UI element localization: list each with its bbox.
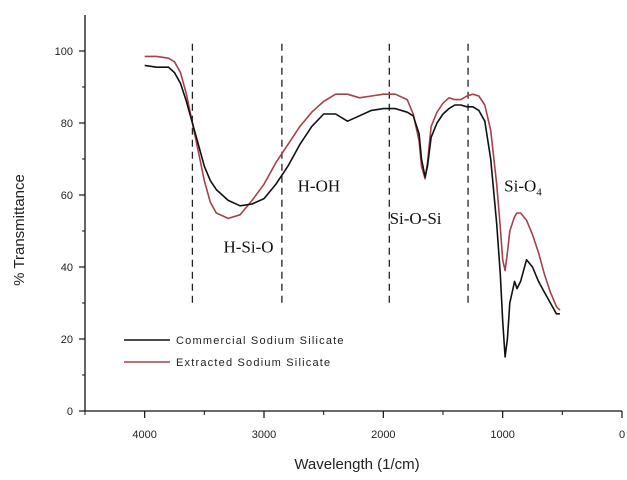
y-tick-label: 20 (61, 334, 73, 346)
legend-group: Commercial Sodium Silicate Extracted Sodi… (124, 335, 345, 369)
peak-annotation: H-Si-O (223, 238, 273, 257)
annotations-group: H-Si-O H-OH Si-O-Si Si-O4 (223, 176, 542, 256)
axes-group: 0 20 40 60 80 100 4000 3000 2000 1000 0 (55, 15, 625, 441)
y-tick-label: 40 (61, 262, 73, 274)
x-tick-label: 2000 (371, 429, 395, 441)
marker-lines-group (191, 43, 469, 305)
y-tick-label: 100 (55, 46, 73, 58)
y-tick-label: 0 (67, 406, 73, 418)
x-tick-label: 0 (619, 429, 625, 441)
peak-annotation: Si-O4 (504, 176, 542, 198)
series-line (144, 64, 560, 358)
y-tick-label: 80 (61, 118, 73, 130)
legend-label: Extracted Sodium Silicate (176, 357, 331, 369)
y-axis-title: % Transmittance (11, 174, 28, 286)
x-tick-label: 4000 (132, 429, 156, 441)
peak-annotation-subscript: 4 (536, 186, 542, 198)
y-tick-label: 60 (61, 190, 73, 202)
series-line (144, 55, 561, 311)
series-group (144, 55, 561, 358)
peak-annotation: Si-O-Si (390, 209, 442, 228)
x-tick-label: 3000 (252, 429, 276, 441)
peak-annotation: H-OH (298, 176, 341, 195)
x-tick-label: 1000 (490, 429, 514, 441)
peak-annotation-text: Si-O (504, 176, 536, 195)
legend-label: Commercial Sodium Silicate (176, 335, 345, 347)
x-axis-title: Wavelength (1/cm) (294, 456, 419, 473)
